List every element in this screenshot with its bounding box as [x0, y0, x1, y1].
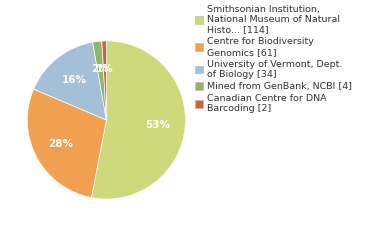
- Text: 2%: 2%: [92, 64, 109, 74]
- Text: 1%: 1%: [96, 64, 114, 74]
- Legend: Smithsonian Institution,
National Museum of Natural
Histo... [114], Centre for B: Smithsonian Institution, National Museum…: [195, 5, 352, 113]
- Text: 28%: 28%: [49, 139, 74, 149]
- Wedge shape: [34, 42, 106, 120]
- Text: 16%: 16%: [62, 75, 87, 85]
- Text: 53%: 53%: [145, 120, 170, 130]
- Wedge shape: [102, 41, 106, 120]
- Wedge shape: [27, 89, 106, 198]
- Wedge shape: [93, 41, 106, 120]
- Wedge shape: [92, 41, 185, 199]
